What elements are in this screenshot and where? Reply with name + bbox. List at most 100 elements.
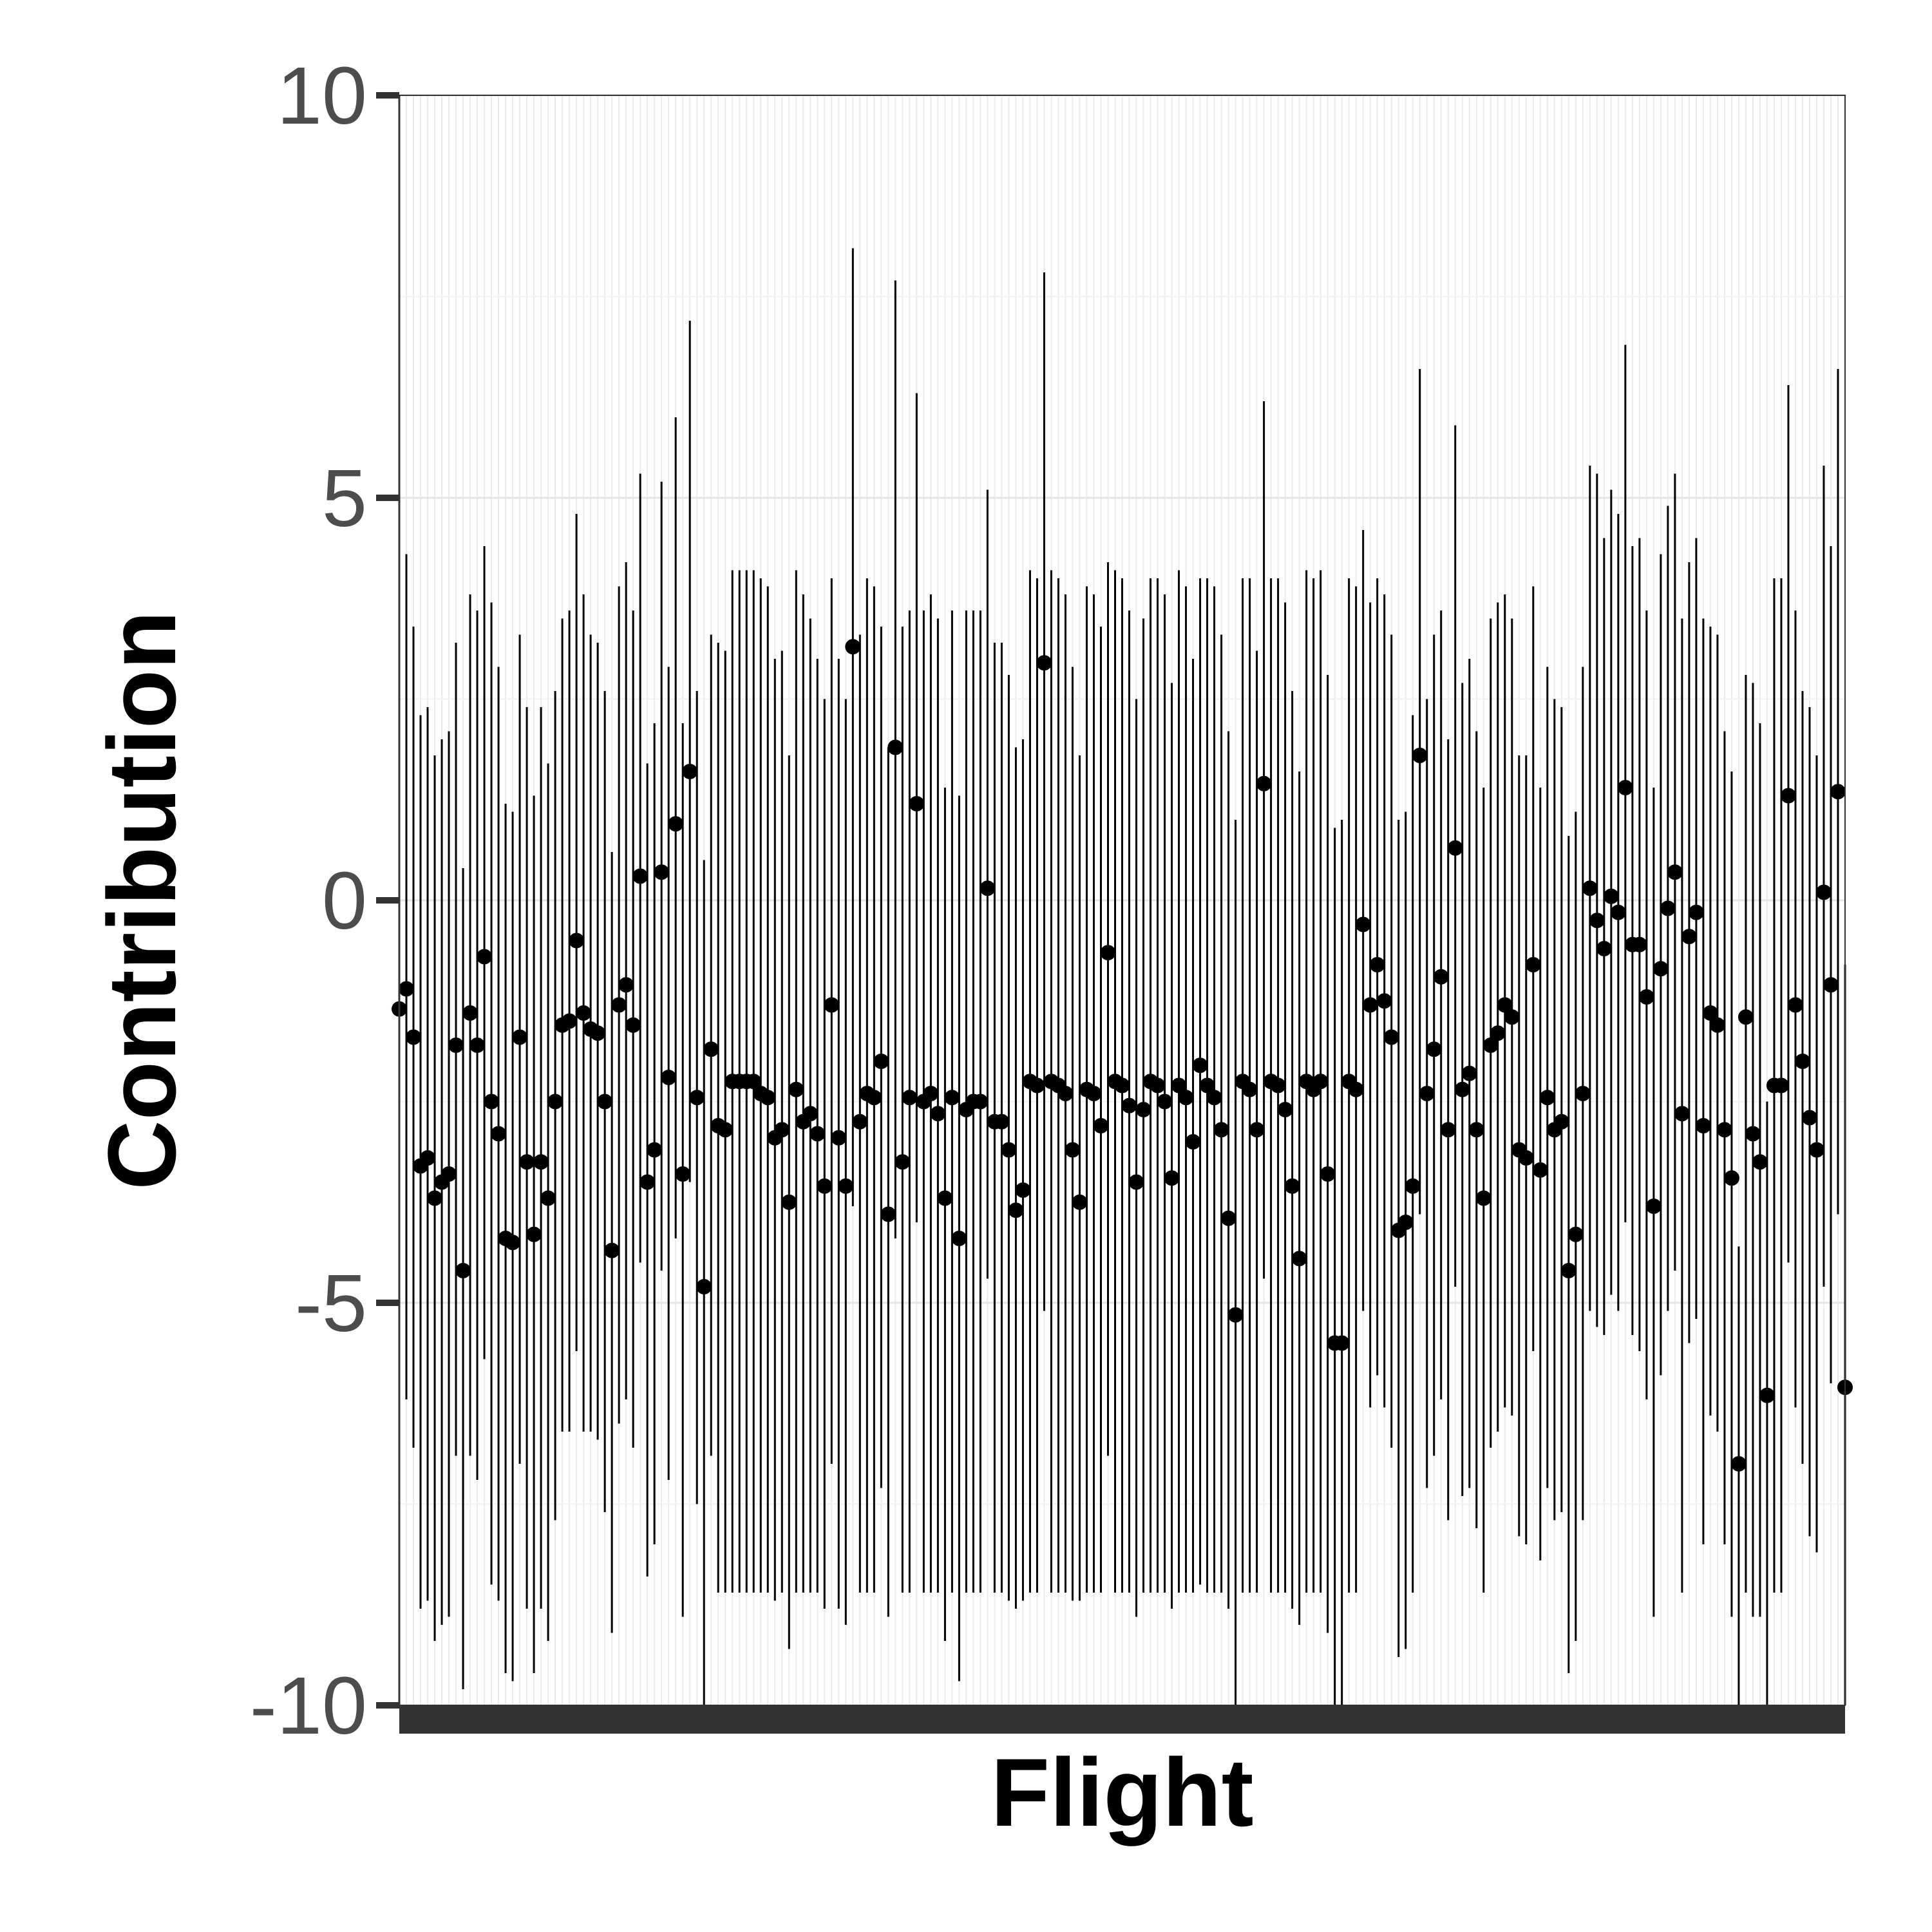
data-point xyxy=(1135,1102,1151,1117)
data-point xyxy=(569,933,585,949)
data-point xyxy=(1057,1086,1074,1101)
data-point xyxy=(1653,961,1669,977)
data-point xyxy=(1270,1077,1286,1094)
data-point xyxy=(909,796,925,811)
data-point xyxy=(1567,1226,1584,1242)
data-point xyxy=(1794,1054,1810,1069)
data-point xyxy=(625,1017,641,1033)
data-point xyxy=(1015,1182,1031,1198)
data-point xyxy=(675,1166,691,1182)
data-point xyxy=(1660,900,1676,916)
data-point xyxy=(639,1174,656,1190)
data-point xyxy=(845,639,861,655)
data-point xyxy=(824,997,840,1013)
data-point xyxy=(1518,1150,1534,1166)
data-point xyxy=(611,997,627,1013)
data-point xyxy=(1808,1142,1824,1158)
data-point xyxy=(1610,904,1626,920)
data-point xyxy=(1419,1086,1435,1101)
data-point xyxy=(1674,1106,1690,1122)
data-point xyxy=(576,1005,592,1021)
data-point xyxy=(1192,1057,1208,1074)
data-point xyxy=(887,739,904,755)
x-axis-tick-band xyxy=(399,1705,1845,1734)
data-point xyxy=(696,1279,712,1294)
data-point xyxy=(441,1166,457,1182)
data-point xyxy=(781,1194,797,1210)
data-point xyxy=(682,764,698,779)
data-point xyxy=(668,816,684,832)
data-point xyxy=(1752,1154,1768,1170)
data-point xyxy=(1334,1335,1350,1351)
data-point xyxy=(1582,880,1598,896)
data-point xyxy=(505,1235,521,1251)
data-point xyxy=(774,1122,790,1138)
data-point xyxy=(448,1037,464,1053)
y-axis-title: Contribution xyxy=(88,611,196,1190)
data-point xyxy=(1242,1081,1258,1097)
data-point xyxy=(1114,1077,1130,1094)
data-point xyxy=(1553,1113,1569,1130)
data-point xyxy=(1369,957,1385,972)
data-point xyxy=(746,1074,762,1090)
data-point xyxy=(1093,1118,1109,1133)
data-point xyxy=(1383,1029,1399,1045)
data-point xyxy=(1227,1307,1244,1323)
data-point xyxy=(1688,904,1704,920)
data-point xyxy=(1412,748,1428,763)
data-point xyxy=(902,1090,918,1106)
data-point xyxy=(1454,1081,1470,1097)
data-point xyxy=(562,1013,578,1029)
data-point xyxy=(1497,997,1513,1013)
data-point xyxy=(1695,1118,1711,1133)
data-point xyxy=(895,1154,911,1170)
data-point xyxy=(1220,1210,1236,1226)
data-point xyxy=(1433,969,1449,985)
data-point xyxy=(1150,1077,1166,1094)
data-point xyxy=(1723,1170,1739,1186)
data-point xyxy=(1730,1456,1747,1472)
y-tick-label: 0 xyxy=(322,855,367,946)
data-point xyxy=(1312,1074,1329,1090)
data-point xyxy=(1157,1094,1173,1110)
y-tick-label: -5 xyxy=(295,1258,367,1349)
data-point xyxy=(547,1094,564,1110)
data-point xyxy=(1681,929,1697,945)
data-point xyxy=(1405,1178,1421,1194)
data-point xyxy=(930,1106,946,1122)
data-point xyxy=(1355,916,1371,933)
data-point xyxy=(1185,1134,1201,1150)
data-point xyxy=(1482,1037,1499,1053)
data-point xyxy=(399,981,415,997)
data-point xyxy=(1291,1251,1307,1267)
data-point xyxy=(1475,1190,1492,1206)
data-point xyxy=(994,1113,1010,1130)
data-point xyxy=(1206,1090,1222,1106)
data-point xyxy=(1603,888,1619,904)
data-point xyxy=(1461,1065,1477,1081)
data-point xyxy=(1716,1122,1732,1138)
data-point xyxy=(717,1122,734,1138)
data-point xyxy=(1029,1077,1045,1094)
data-point xyxy=(1759,1387,1775,1403)
data-point xyxy=(1525,957,1541,972)
data-point xyxy=(951,1231,967,1246)
data-point xyxy=(427,1190,443,1206)
data-point xyxy=(1667,864,1683,880)
y-tick-label: 5 xyxy=(322,453,367,544)
data-point xyxy=(1738,1009,1754,1025)
data-point xyxy=(1504,1009,1520,1025)
data-point xyxy=(512,1029,528,1045)
y-tick-label: 10 xyxy=(277,50,367,141)
data-point xyxy=(420,1150,436,1166)
data-point xyxy=(937,1190,953,1206)
data-point xyxy=(1440,1122,1456,1138)
data-point xyxy=(1532,1162,1548,1178)
data-point xyxy=(1249,1122,1265,1138)
data-point xyxy=(618,977,634,993)
data-point xyxy=(597,1094,613,1110)
data-point xyxy=(1164,1170,1180,1186)
data-point xyxy=(1638,989,1654,1005)
data-point xyxy=(1702,1005,1718,1021)
data-point xyxy=(1468,1122,1484,1138)
